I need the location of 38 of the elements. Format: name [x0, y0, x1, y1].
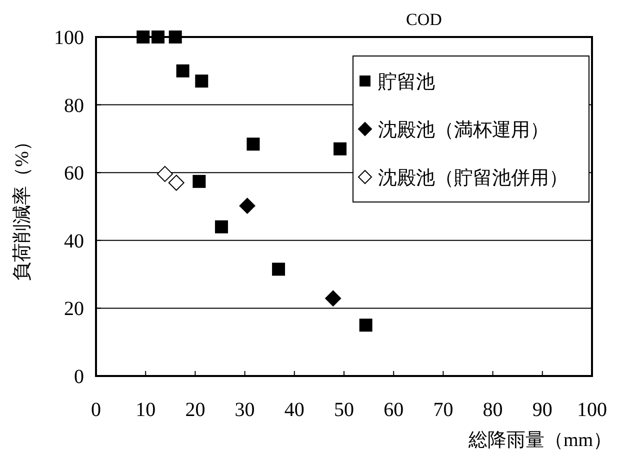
point: [168, 174, 184, 191]
x-tick-label: 40: [284, 399, 304, 421]
legend-label: 貯留池: [378, 72, 435, 93]
point: [246, 138, 260, 151]
x-tick-label: 50: [334, 399, 354, 421]
legend-label: 沈殿池（満杯運用）: [378, 120, 549, 141]
point: [136, 30, 150, 44]
point: [334, 142, 347, 156]
x-tick-label: 90: [532, 399, 552, 421]
x-tick-label: 30: [234, 399, 255, 421]
point: [239, 198, 256, 214]
point: [152, 30, 164, 44]
point: [359, 318, 372, 332]
y-tick-label: 0: [74, 366, 84, 388]
point: [272, 262, 286, 276]
y-tick-label: 60: [64, 162, 84, 185]
y-tick-label: 100: [54, 27, 84, 49]
point: [214, 220, 228, 234]
x-tick-label: 20: [185, 399, 206, 421]
y-tick-label: 80: [64, 94, 84, 117]
x-tick-label: 10: [136, 399, 156, 421]
point: [168, 30, 182, 44]
x-tick-label: 70: [433, 399, 454, 421]
x-tick-label: 80: [482, 399, 503, 421]
x-tick-label: 60: [384, 399, 404, 421]
chart-title: COD: [406, 10, 442, 29]
point: [195, 74, 208, 88]
x-tick-label: 100: [577, 399, 607, 421]
x-tick-label: 0: [91, 399, 101, 421]
x-axis-title: 総降雨量（mm）: [467, 430, 612, 451]
y-axis-title: 負荷削減率（%）: [11, 132, 33, 281]
point: [156, 166, 173, 182]
y-tick-label: 40: [64, 230, 84, 252]
point: [176, 64, 190, 78]
point: [192, 174, 206, 188]
point: [325, 290, 342, 306]
y-tick-label: 20: [64, 298, 84, 320]
legend-label: 沈殿池（貯留池併用）: [378, 168, 568, 189]
